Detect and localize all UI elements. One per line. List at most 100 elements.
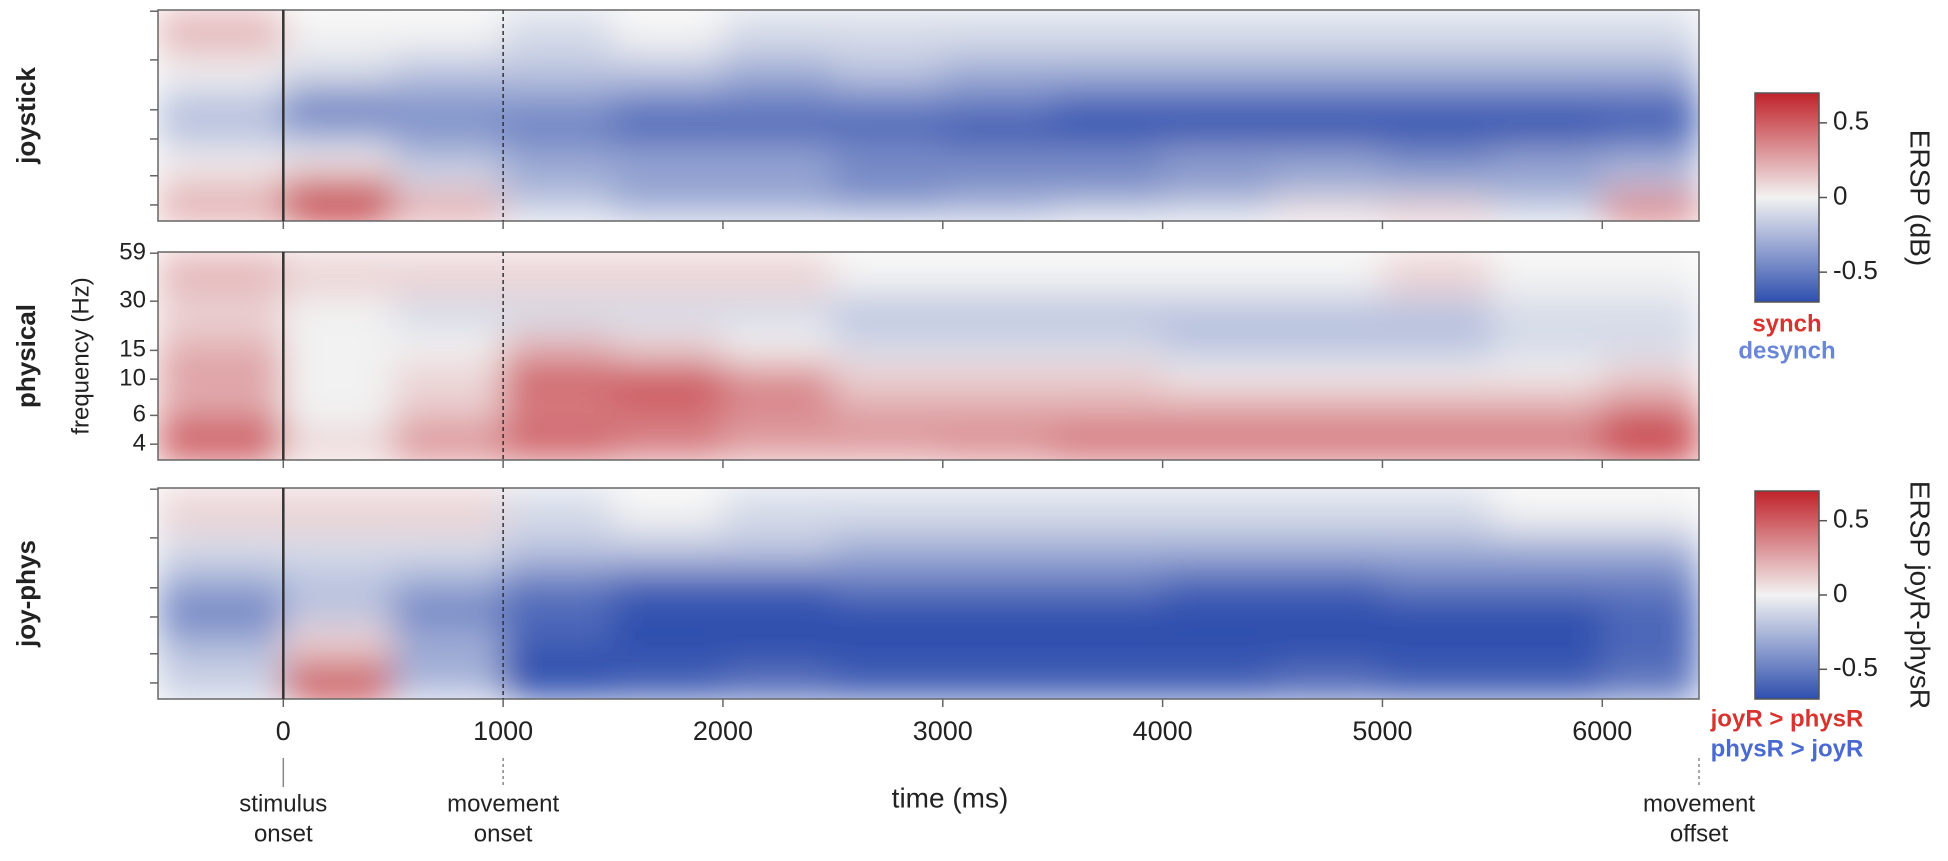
heatmap-cell xyxy=(282,532,394,568)
heatmap-cell xyxy=(1272,296,1383,331)
heatmap-cell xyxy=(392,427,504,445)
heatmap-cell xyxy=(612,597,724,626)
heatmap-cell xyxy=(392,169,504,190)
heatmap-cell xyxy=(1381,532,1493,568)
heatmap-cell xyxy=(832,488,944,534)
heatmap-cell xyxy=(1601,329,1699,362)
heatmap-cell xyxy=(1052,88,1164,121)
panel-frame xyxy=(157,487,1700,700)
legend-text: physR > joyR xyxy=(1711,735,1864,762)
heatmap-cell xyxy=(502,597,614,626)
heatmap-cell xyxy=(832,204,944,221)
heatmap-cell xyxy=(282,597,394,626)
heatmap-cell xyxy=(1601,296,1699,331)
heatmap-cell xyxy=(1162,386,1274,411)
heatmap-cell xyxy=(1491,647,1603,668)
heatmap-cell xyxy=(1272,647,1383,668)
heatmap-cell xyxy=(612,119,724,148)
heatmap-cell xyxy=(392,296,504,331)
heatmap-cell xyxy=(722,204,834,221)
heatmap-cell xyxy=(158,54,284,90)
heatmap-cell xyxy=(392,252,504,298)
y-tick-label: 10 xyxy=(119,364,146,391)
heatmap-cell xyxy=(612,666,724,684)
heatmap-cell xyxy=(282,146,394,171)
legend-text: joyR > physR xyxy=(1710,705,1864,732)
event-label: offset xyxy=(1670,820,1729,847)
heatmap-cell xyxy=(1162,296,1274,331)
heatmap-cell xyxy=(832,360,944,388)
heatmap-cell xyxy=(1381,409,1493,429)
colorbar xyxy=(1754,490,1820,700)
heatmap-cell xyxy=(942,188,1054,206)
heatmap-cell xyxy=(832,566,944,599)
heatmap-cells xyxy=(158,488,1699,699)
colorbar-label: ERSP joyR-physR xyxy=(1905,481,1936,709)
heatmap-cell xyxy=(1491,10,1603,56)
heatmap-cell xyxy=(722,532,834,568)
heatmap-cell xyxy=(1491,386,1603,411)
heatmap-cell xyxy=(502,443,614,460)
heatmap-cell xyxy=(392,443,504,460)
heatmap-cell xyxy=(612,10,724,56)
heatmap-cell xyxy=(1272,682,1383,699)
heatmap-cell xyxy=(392,409,504,429)
heatmap-cell xyxy=(942,666,1054,684)
heatmap-cell xyxy=(832,647,944,668)
heatmap-cell xyxy=(1491,597,1603,626)
heatmap-cell xyxy=(942,532,1054,568)
heatmap-cell xyxy=(1162,252,1274,298)
heatmap-cell xyxy=(158,566,284,599)
heatmap-cell xyxy=(1491,296,1603,331)
heatmap-cell xyxy=(1601,204,1699,221)
heatmap-cell xyxy=(282,204,394,221)
x-tick-label: 6000 xyxy=(1572,716,1632,746)
heatmap-cell xyxy=(282,360,394,388)
heatmap-cell xyxy=(282,119,394,148)
heatmap-cell xyxy=(1052,188,1164,206)
heatmap-cell xyxy=(1052,204,1164,221)
heatmap-cell xyxy=(1272,409,1383,429)
heatmap-cell xyxy=(612,88,724,121)
heatmap-cell xyxy=(1601,386,1699,411)
heatmap-cell xyxy=(1491,409,1603,429)
heatmap-cell xyxy=(942,566,1054,599)
heatmap-cell xyxy=(1162,169,1274,190)
heatmap-cell xyxy=(1052,119,1164,148)
heatmap-cell xyxy=(1491,169,1603,190)
heatmap-cell xyxy=(1162,566,1274,599)
heatmap-cell xyxy=(1381,360,1493,388)
heatmap-cell xyxy=(392,647,504,668)
heatmap-cell xyxy=(1272,386,1383,411)
panel-label: joy-phys xyxy=(11,540,41,648)
heatmap-cell xyxy=(502,10,614,56)
heatmap-cell xyxy=(502,329,614,362)
heatmap-cell xyxy=(1381,597,1493,626)
colorbar-tick-label: 0.5 xyxy=(1833,504,1869,534)
heatmap-cell xyxy=(158,188,284,206)
heatmap-cell xyxy=(282,10,394,56)
heatmap-cell xyxy=(1491,119,1603,148)
heatmap-cell xyxy=(1162,88,1274,121)
heatmap-cell xyxy=(612,682,724,699)
heatmap-cell xyxy=(832,624,944,649)
heatmap-cell xyxy=(722,597,834,626)
heatmap-cell xyxy=(1601,566,1699,599)
heatmap-cell xyxy=(1601,624,1699,649)
heatmap-cell xyxy=(612,54,724,90)
heatmap-cell xyxy=(282,188,394,206)
heatmap-cell xyxy=(832,427,944,445)
heatmap-cell xyxy=(1381,169,1493,190)
event-label: stimulus xyxy=(239,790,327,817)
heatmap-cell xyxy=(392,566,504,599)
heatmap-cell xyxy=(942,252,1054,298)
event-label: onset xyxy=(254,820,313,847)
heatmap-cell xyxy=(832,169,944,190)
heatmap-cell xyxy=(502,169,614,190)
heatmap-cell xyxy=(1162,329,1274,362)
heatmap-cell xyxy=(722,146,834,171)
heatmap-cell xyxy=(1491,54,1603,90)
heatmap-cells xyxy=(158,252,1699,460)
heatmap-cell xyxy=(1052,360,1164,388)
